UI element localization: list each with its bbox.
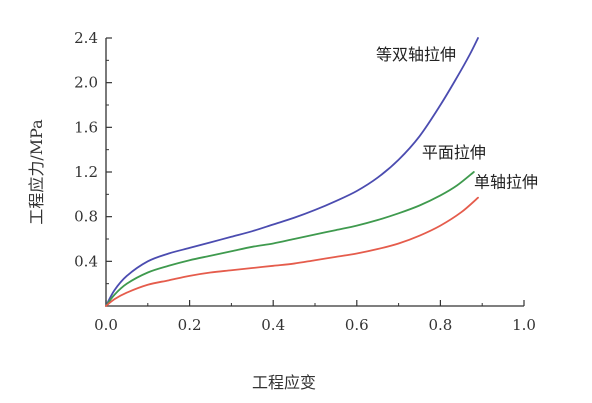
x-axis-ticks: 0.0 0.2 0.4 0.6 0.8 1.0 bbox=[94, 300, 536, 334]
series-line-uniaxial bbox=[105, 196, 479, 307]
series-line-planar bbox=[105, 171, 475, 307]
series-label-equibiaxial: 等双轴拉伸 bbox=[376, 45, 456, 64]
y-axis-ticks: 0.4 0.8 1.2 1.6 2.0 2.4 bbox=[74, 29, 112, 285]
x-tick-label: 0.6 bbox=[345, 316, 369, 334]
x-tick-label: 0.2 bbox=[178, 316, 202, 334]
series-lines bbox=[105, 37, 479, 307]
series-line-equibiaxial bbox=[105, 37, 479, 307]
x-tick-label: 0.4 bbox=[261, 316, 285, 334]
y-tick-label: 2.4 bbox=[74, 29, 98, 47]
y-tick-label: 1.2 bbox=[74, 163, 98, 181]
y-axis-label: 工程应力/MPa bbox=[27, 119, 46, 225]
y-tick-label: 1.6 bbox=[74, 118, 98, 136]
y-tick-label: 2.0 bbox=[74, 74, 98, 92]
x-tick-label: 0.0 bbox=[94, 316, 118, 334]
x-axis-label: 工程应变 bbox=[252, 373, 316, 392]
series-label-uniaxial: 单轴拉伸 bbox=[474, 173, 538, 192]
x-tick-label: 0.8 bbox=[428, 316, 452, 334]
y-tick-label: 0.8 bbox=[74, 208, 98, 226]
y-tick-label: 0.4 bbox=[74, 252, 98, 270]
x-tick-label: 1.0 bbox=[512, 316, 536, 334]
series-label-planar: 平面拉伸 bbox=[422, 143, 486, 162]
